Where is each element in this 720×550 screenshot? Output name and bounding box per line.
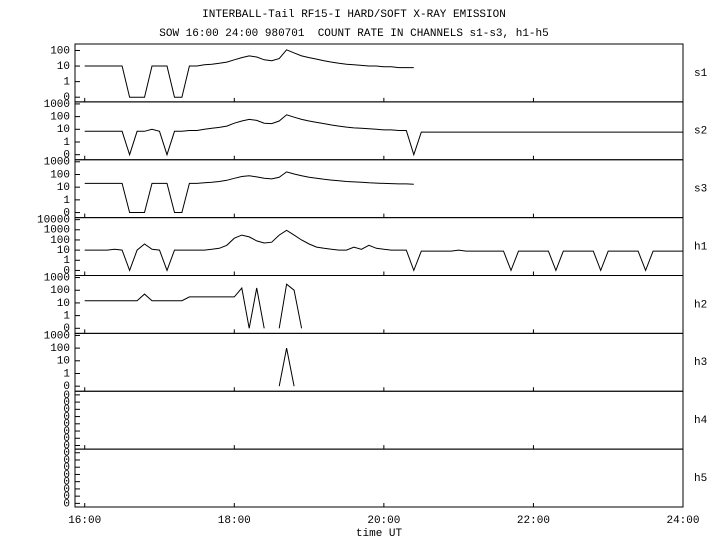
y-tick-label: 1 [63, 311, 70, 323]
y-tick-label: 0 [63, 469, 70, 481]
y-tick-label: 0 [63, 390, 70, 402]
y-tick-label: 1000 [44, 99, 70, 111]
panel-label: h5 [694, 473, 707, 485]
panel-frame [74, 448, 684, 508]
y-tick-label: 0 [63, 150, 70, 162]
x-tick-label: 18:00 [218, 515, 251, 527]
y-tick-label: 1000 [44, 272, 70, 284]
y-tick-label: 0 [63, 491, 70, 503]
y-tick-label: 100 [50, 45, 70, 57]
y-tick-label: 10 [57, 245, 70, 257]
y-tick-label: 10 [57, 298, 70, 310]
y-tick-label: 0 [63, 207, 70, 219]
y-tick-label: 10 [57, 182, 70, 194]
y-tick-label: 1 [63, 195, 70, 207]
y-tick-label: 0 [63, 404, 70, 416]
series-line [84, 229, 683, 272]
y-tick-label: 0 [63, 477, 70, 489]
y-tick-label: 0 [63, 426, 70, 438]
y-tick-label: 0 [63, 265, 70, 277]
y-tick-label: 0 [63, 381, 70, 393]
y-tick-label: 0 [63, 411, 70, 423]
y-tick-label: 1 [63, 255, 70, 267]
y-tick-label: 1000 [44, 330, 70, 342]
x-tick-label: 24:00 [666, 515, 699, 527]
y-tick-label: 10 [57, 356, 70, 368]
series-line [84, 114, 683, 157]
y-tick-label: 100 [50, 343, 70, 355]
y-tick-label: 0 [63, 448, 70, 460]
y-tick-label: 0 [63, 397, 70, 409]
y-tick-label: 1 [63, 77, 70, 89]
panel-label: h1 [694, 241, 708, 253]
x-tick-label: 16:00 [68, 515, 101, 527]
x-tick-label: 20:00 [367, 515, 400, 527]
panel-label: s2 [694, 126, 707, 138]
y-tick-label: 1000 [44, 157, 70, 169]
y-tick-label: 0 [63, 433, 70, 445]
x-tick-label: 22:00 [517, 515, 550, 527]
series-line [278, 348, 295, 387]
y-tick-label: 0 [63, 462, 70, 474]
y-tick-label: 10000 [37, 215, 70, 227]
y-tick-label: 0 [63, 455, 70, 467]
y-tick-label: 0 [63, 484, 70, 496]
y-tick-label: 0 [63, 498, 70, 510]
x-axis-label: time UT [356, 528, 403, 540]
y-tick-label: 0 [63, 419, 70, 431]
y-tick-label: 0 [63, 440, 70, 452]
series-line [84, 171, 414, 213]
y-tick-label: 1 [63, 368, 70, 380]
y-tick-label: 10 [57, 61, 70, 73]
y-tick-label: 0 [63, 92, 70, 104]
panel-label: h3 [694, 357, 707, 369]
panel-label: s3 [694, 184, 707, 196]
y-tick-label: 0 [63, 323, 70, 335]
series-line [84, 283, 303, 329]
chart-title: INTERBALL-Tail RF15-I HARD/SOFT X-RAY EM… [202, 9, 506, 21]
y-tick-label: 100 [50, 285, 70, 297]
panel-label: h4 [694, 415, 708, 427]
y-tick-label: 1 [63, 137, 70, 149]
y-tick-label: 100 [50, 169, 70, 181]
y-tick-label: 100 [50, 112, 70, 124]
y-tick-label: 100 [50, 235, 70, 247]
chart-subtitle: SOW 16:00 24:00 980701 COUNT RATE IN CHA… [159, 28, 548, 40]
y-tick-label: 1000 [44, 225, 70, 237]
series-line [84, 49, 414, 98]
panel-label: s1 [694, 68, 708, 80]
panel-label: h2 [694, 299, 707, 311]
y-tick-label: 10 [57, 124, 70, 136]
